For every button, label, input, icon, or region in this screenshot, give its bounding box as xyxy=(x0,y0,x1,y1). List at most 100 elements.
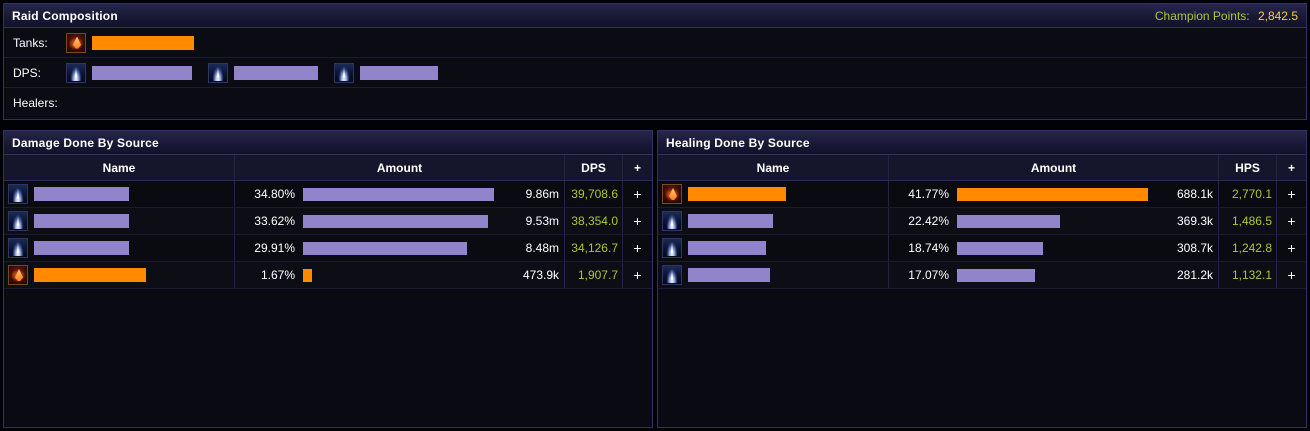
class-icon xyxy=(334,62,354,83)
amount-cell: 33.62% 9.53m xyxy=(234,208,564,234)
hps-value: 1,132.1 xyxy=(1218,262,1276,288)
raid-member[interactable] xyxy=(66,32,194,53)
expand-button[interactable]: + xyxy=(1276,262,1306,288)
percent-value: 33.62% xyxy=(254,214,295,228)
player-name-redacted xyxy=(688,241,766,255)
expand-button[interactable]: + xyxy=(1276,208,1306,234)
amount-bar-track xyxy=(957,187,1148,201)
amount-cell: 22.42% 369.3k xyxy=(888,208,1218,234)
name-cell xyxy=(658,235,888,261)
table-row[interactable]: 17.07% 281.2k 1,132.1 + xyxy=(658,262,1306,289)
class-icon xyxy=(8,184,28,204)
percent-value: 18.74% xyxy=(908,241,949,255)
player-name-redacted xyxy=(360,65,438,80)
column-header-dps: DPS xyxy=(564,155,622,180)
column-header-amount: Amount xyxy=(888,155,1218,180)
name-cell xyxy=(658,208,888,234)
dps-row: DPS: xyxy=(4,58,1306,88)
player-name-redacted xyxy=(34,241,129,255)
healing-table-header: Healing Done By Source xyxy=(658,131,1306,155)
table-row[interactable]: 29.91% 8.48m 34,126.7 + xyxy=(4,235,652,262)
class-icon xyxy=(662,265,682,285)
percent-value: 1.67% xyxy=(260,268,295,282)
expand-button[interactable]: + xyxy=(622,235,652,261)
champion-points: Champion Points: 2,842.5 xyxy=(1155,9,1298,23)
player-name-redacted xyxy=(688,214,773,228)
amount-bar xyxy=(303,214,488,228)
player-name-redacted xyxy=(92,65,192,80)
class-icon xyxy=(662,184,682,204)
table-row[interactable]: 22.42% 369.3k 1,486.5 + xyxy=(658,208,1306,235)
column-header-name: Name xyxy=(756,160,790,175)
damage-table-panel: Damage Done By Source Name Amount DPS + … xyxy=(3,130,653,428)
champion-points-label: Champion Points: xyxy=(1154,8,1250,23)
table-row[interactable]: 34.80% 9.86m 39,708.6 + xyxy=(4,181,652,208)
table-row[interactable]: 1.67% 473.9k 1,907.7 + xyxy=(4,262,652,289)
percent-value: 17.07% xyxy=(908,268,949,282)
amount-bar-track xyxy=(957,214,1148,228)
panel-title: Healing Done By Source xyxy=(666,135,810,150)
expand-button[interactable]: + xyxy=(1276,181,1306,207)
class-icon xyxy=(208,62,228,83)
expand-button[interactable]: + xyxy=(1276,235,1306,261)
dps-value: 39,708.6 xyxy=(564,181,622,207)
column-header-plus: + xyxy=(622,155,652,180)
healers-row: Healers: xyxy=(4,88,1306,118)
name-cell xyxy=(4,181,234,207)
amount-value: 9.86m xyxy=(525,187,559,201)
amount-value: 9.53m xyxy=(525,214,559,228)
name-cell xyxy=(658,262,888,288)
champion-points-value: 2,842.5 xyxy=(1257,8,1298,23)
expand-button[interactable]: + xyxy=(622,181,652,207)
amount-bar xyxy=(303,187,494,201)
amount-bar xyxy=(957,241,1043,255)
column-header-hps: HPS xyxy=(1218,155,1276,180)
player-name-redacted xyxy=(688,268,770,282)
player-name-redacted xyxy=(34,187,129,201)
percent-value: 41.77% xyxy=(908,187,949,201)
class-icon xyxy=(662,238,682,258)
amount-cell: 17.07% 281.2k xyxy=(888,262,1218,288)
table-row[interactable]: 33.62% 9.53m 38,354.0 + xyxy=(4,208,652,235)
amount-cell: 1.67% 473.9k xyxy=(234,262,564,288)
amount-cell: 41.77% 688.1k xyxy=(888,181,1218,207)
amount-bar-track xyxy=(957,268,1148,282)
tanks-label: Tanks: xyxy=(13,35,48,50)
amount-cell: 29.91% 8.48m xyxy=(234,235,564,261)
expand-button[interactable]: + xyxy=(622,208,652,234)
player-name-redacted xyxy=(234,65,318,80)
table-row[interactable]: 41.77% 688.1k 2,770.1 + xyxy=(658,181,1306,208)
amount-bar xyxy=(303,241,468,255)
amount-value: 281.2k xyxy=(1176,268,1213,282)
amount-bar xyxy=(957,187,1148,201)
amount-bar xyxy=(957,214,1060,228)
panel-title: Damage Done By Source xyxy=(12,135,159,150)
raid-member[interactable] xyxy=(208,62,318,83)
raid-member[interactable] xyxy=(334,62,438,83)
dps-value: 34,126.7 xyxy=(564,235,622,261)
amount-value: 8.48m xyxy=(525,241,559,255)
class-icon xyxy=(66,32,86,53)
raid-composition-header: Raid Composition Champion Points: 2,842.… xyxy=(4,4,1306,28)
amount-bar xyxy=(303,268,313,282)
hps-value: 1,242.8 xyxy=(1218,235,1276,261)
raid-composition-panel: Raid Composition Champion Points: 2,842.… xyxy=(3,3,1307,120)
amount-value: 688.1k xyxy=(1176,187,1213,201)
class-icon xyxy=(66,62,86,83)
hps-value: 1,486.5 xyxy=(1218,208,1276,234)
name-cell xyxy=(4,235,234,261)
expand-button[interactable]: + xyxy=(622,262,652,288)
raid-member[interactable] xyxy=(66,62,192,83)
amount-cell: 18.74% 308.7k xyxy=(888,235,1218,261)
table-row[interactable]: 18.74% 308.7k 1,242.8 + xyxy=(658,235,1306,262)
amount-bar-track xyxy=(303,187,494,201)
player-name-redacted xyxy=(34,214,129,228)
amount-bar-track xyxy=(303,268,494,282)
damage-table-body: 34.80% 9.86m 39,708.6 + 33.62% 9.53m 38,… xyxy=(4,181,652,289)
hps-value: 2,770.1 xyxy=(1218,181,1276,207)
table-header-row: Name Amount DPS + xyxy=(4,155,652,181)
dps-label: DPS: xyxy=(13,65,42,80)
percent-value: 34.80% xyxy=(254,187,295,201)
class-icon xyxy=(662,211,682,231)
panel-title: Raid Composition xyxy=(12,8,118,23)
